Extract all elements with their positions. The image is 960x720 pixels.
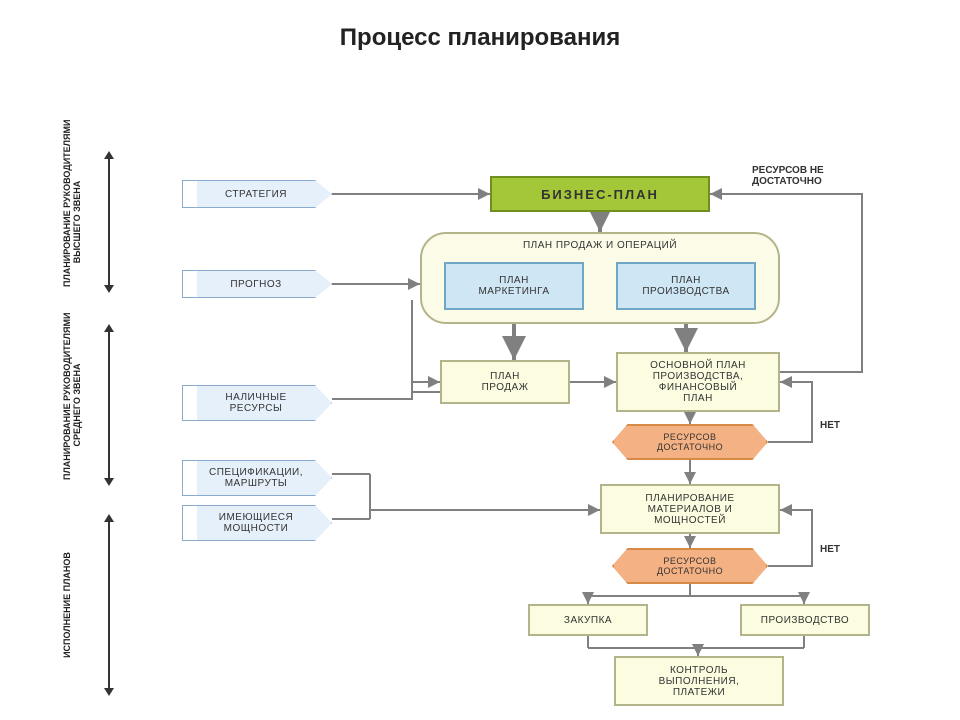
section-label: ПЛАНИРОВАНИЕ РУКОВОДИТЕЛЯМИ СРЕДНЕГО ЗВЕ…: [62, 330, 82, 480]
node-production: ПЛАН ПРОИЗВОДСТВА: [616, 262, 756, 310]
section-range-arrow: [108, 157, 110, 287]
decision-d1: РЕСУРСОВ ДОСТАТОЧНО: [612, 424, 768, 460]
node-marketing: ПЛАН МАРКЕТИНГА: [444, 262, 584, 310]
input-specs: СПЕЦИФИКАЦИИ, МАРШРУТЫ: [182, 460, 332, 496]
annotation-no2: НЕТ: [820, 544, 840, 555]
diagram-stage: ПЛАНИРОВАНИЕ РУКОВОДИТЕЛЯМИ ВЫСШЕГО ЗВЕН…: [0, 0, 960, 720]
input-strategy: СТРАТЕГИЯ: [182, 180, 332, 208]
node-master_plan: ОСНОВНОЙ ПЛАН ПРОИЗВОДСТВА, ФИНАНСОВЫЙ П…: [616, 352, 780, 412]
annotation-no1: НЕТ: [820, 420, 840, 431]
section-range-arrow: [108, 520, 110, 690]
decision-d2: РЕСУРСОВ ДОСТАТОЧНО: [612, 548, 768, 584]
input-capacity: ИМЕЮЩИЕСЯ МОЩНОСТИ: [182, 505, 332, 541]
node-purchase: ЗАКУПКА: [528, 604, 648, 636]
section-label: ИСПОЛНЕНИЕ ПЛАНОВ: [62, 520, 72, 690]
section-label: ПЛАНИРОВАНИЕ РУКОВОДИТЕЛЯМИ ВЫСШЕГО ЗВЕН…: [62, 157, 82, 287]
group-title: ПЛАН ПРОДАЖ И ОПЕРАЦИЙ: [422, 240, 778, 251]
node-mrp: ПЛАНИРОВАНИЕ МАТЕРИАЛОВ И МОЩНОСТЕЙ: [600, 484, 780, 534]
node-sales_plan: ПЛАН ПРОДАЖ: [440, 360, 570, 404]
annotation-not_enough: РЕСУРСОВ НЕ ДОСТАТОЧНО: [752, 165, 824, 187]
input-forecast: ПРОГНОЗ: [182, 270, 332, 298]
section-range-arrow: [108, 330, 110, 480]
input-resources: НАЛИЧНЫЕ РЕСУРСЫ: [182, 385, 332, 421]
node-mfg: ПРОИЗВОДСТВО: [740, 604, 870, 636]
node-control: КОНТРОЛЬ ВЫПОЛНЕНИЯ, ПЛАТЕЖИ: [614, 656, 784, 706]
node-business-plan: БИЗНЕС-ПЛАН: [490, 176, 710, 212]
